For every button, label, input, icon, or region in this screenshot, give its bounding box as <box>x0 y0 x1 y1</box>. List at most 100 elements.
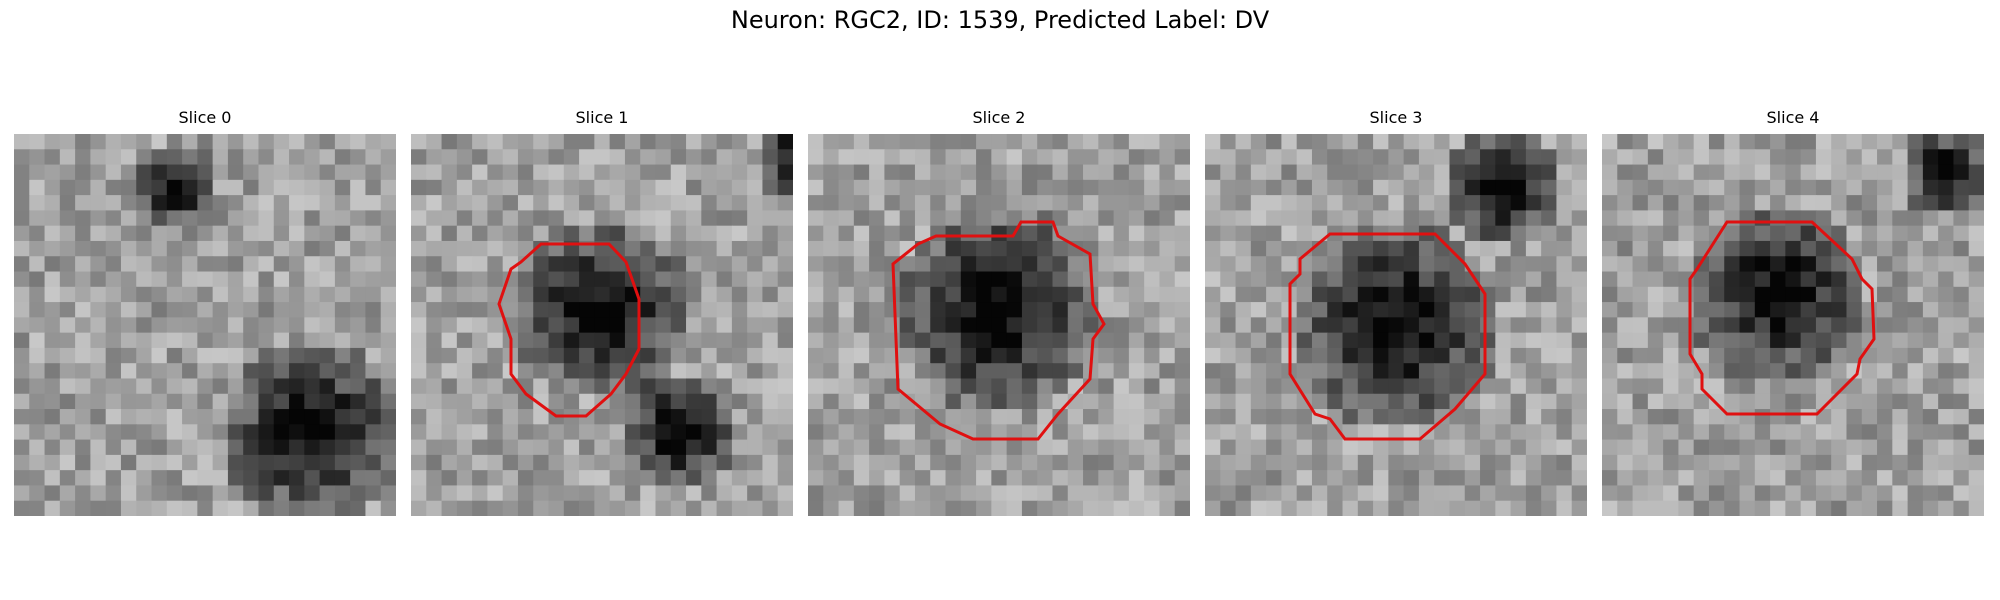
image-pixel <box>1892 164 1909 181</box>
image-pixel <box>243 454 260 471</box>
image-pixel <box>1647 240 1664 257</box>
image-pixel <box>1877 332 1893 349</box>
image-pixel <box>579 210 595 227</box>
image-pixel <box>1159 454 1176 471</box>
image-pixel <box>930 240 947 257</box>
image-pixel <box>914 378 931 395</box>
image-pixel <box>1846 332 1863 349</box>
image-pixel <box>243 286 260 303</box>
image-pixel <box>1556 210 1573 227</box>
image-pixel <box>1342 256 1359 273</box>
image-pixel <box>1311 424 1328 441</box>
image-pixel <box>1388 347 1405 364</box>
image-pixel <box>365 393 382 410</box>
image-pixel <box>579 179 595 196</box>
image-pixel <box>441 317 458 334</box>
image-pixel <box>319 393 336 410</box>
image-pixel <box>1434 485 1451 502</box>
image-pixel <box>808 317 824 334</box>
image-pixel <box>197 195 214 211</box>
image-pixel <box>1311 271 1328 288</box>
image-pixel <box>655 363 672 380</box>
image-pixel <box>1235 347 1252 364</box>
image-pixel <box>1067 286 1084 303</box>
image-pixel <box>243 439 260 456</box>
image-pixel <box>1021 225 1038 242</box>
image-pixel <box>1541 332 1558 349</box>
image-pixel <box>884 195 901 211</box>
image-pixel <box>716 439 733 456</box>
image-pixel <box>1922 286 1939 303</box>
image-pixel <box>533 439 550 456</box>
image-pixel <box>14 240 30 257</box>
image-pixel <box>289 225 305 242</box>
image-pixel <box>1693 134 1710 150</box>
image-pixel <box>1846 179 1863 196</box>
image-pixel <box>380 393 396 410</box>
image-pixel <box>1128 424 1145 441</box>
image-pixel <box>212 225 229 242</box>
image-pixel <box>1785 347 1802 364</box>
image-pixel <box>1754 347 1771 364</box>
image-pixel <box>960 271 977 288</box>
image-pixel <box>1632 424 1649 441</box>
image-pixel <box>930 256 947 273</box>
image-pixel <box>1922 210 1939 227</box>
image-pixel <box>976 363 992 380</box>
image-pixel <box>976 225 992 242</box>
image-pixel <box>579 485 595 502</box>
image-pixel <box>1021 317 1038 334</box>
image-pixel <box>1632 409 1649 425</box>
image-pixel <box>1708 271 1725 288</box>
image-pixel <box>1663 317 1679 334</box>
image-pixel <box>166 149 183 166</box>
image-pixel <box>1495 500 1512 516</box>
image-pixel <box>1678 409 1695 425</box>
image-pixel <box>1281 485 1298 502</box>
image-pixel <box>701 271 718 288</box>
image-pixel <box>747 347 764 364</box>
image-pixel <box>1877 470 1893 487</box>
image-pixel <box>1128 240 1145 257</box>
image-pixel <box>609 271 626 288</box>
image-pixel <box>1800 485 1817 502</box>
image-pixel <box>1357 134 1374 150</box>
image-pixel <box>90 332 107 349</box>
image-pixel <box>1113 149 1130 166</box>
image-pixel <box>1938 363 1955 380</box>
image-pixel <box>1693 210 1710 227</box>
image-pixel <box>762 164 779 181</box>
image-pixel <box>579 363 595 380</box>
image-pixel <box>1693 332 1710 349</box>
image-pixel <box>1052 134 1069 150</box>
image-pixel <box>1754 195 1771 211</box>
image-pixel <box>1785 378 1802 395</box>
image-pixel <box>105 500 122 516</box>
image-pixel <box>1754 179 1771 196</box>
image-pixel <box>930 302 947 318</box>
image-pixel <box>1647 134 1664 150</box>
image-pixel <box>1800 439 1817 456</box>
image-pixel <box>182 332 198 349</box>
image-pixel <box>1128 256 1145 273</box>
image-pixel <box>365 286 382 303</box>
image-pixel <box>701 347 718 364</box>
image-pixel <box>1861 210 1878 227</box>
image-pixel <box>1739 454 1756 471</box>
image-pixel <box>1877 378 1893 395</box>
image-pixel <box>1647 409 1664 425</box>
image-pixel <box>1861 256 1878 273</box>
image-pixel <box>136 256 153 273</box>
image-pixel <box>1128 179 1145 196</box>
image-pixel <box>686 454 702 471</box>
image-pixel <box>1938 332 1955 349</box>
image-pixel <box>1495 378 1512 395</box>
image-pixel <box>1724 225 1741 242</box>
image-pixel <box>1480 210 1496 227</box>
image-pixel <box>304 332 321 349</box>
image-pixel <box>1938 179 1955 196</box>
image-pixel <box>136 454 153 471</box>
image-pixel <box>1266 485 1282 502</box>
image-pixel <box>1006 393 1023 410</box>
image-pixel <box>823 134 840 150</box>
